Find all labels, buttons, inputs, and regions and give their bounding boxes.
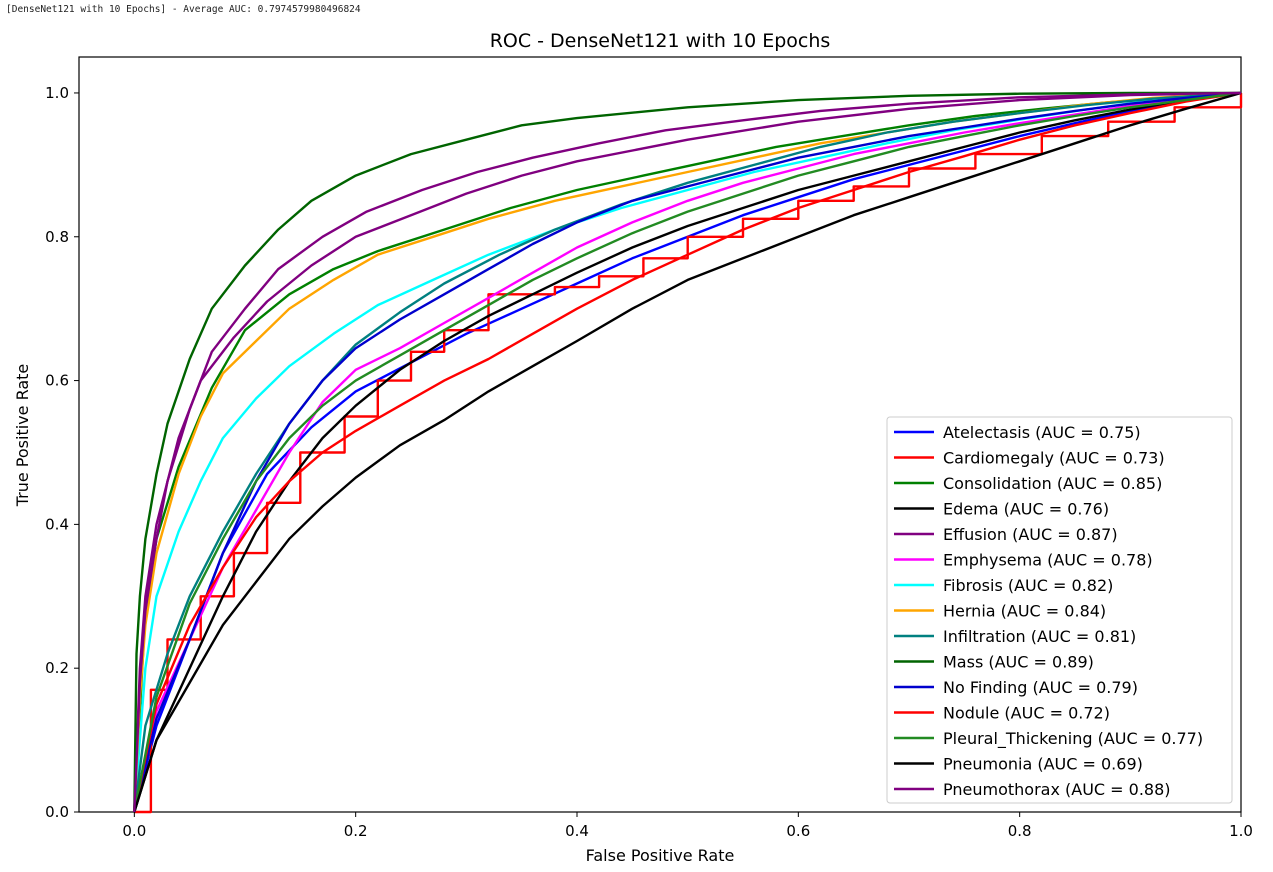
x-axis-label: False Positive Rate — [586, 846, 735, 865]
roc-curve-4 — [133, 91, 1242, 813]
legend-label: Mass (AUC = 0.89) — [943, 653, 1094, 672]
legend-label: Emphysema (AUC = 0.78) — [943, 551, 1153, 570]
legend-label: Nodule (AUC = 0.72) — [943, 704, 1110, 723]
roc-curve-11 — [133, 91, 1242, 813]
y-tick-label: 0.8 — [45, 228, 69, 246]
legend-label: Pleural_Thickening (AUC = 0.77) — [943, 729, 1203, 749]
y-tick-label: 0.2 — [45, 659, 69, 677]
legend-frame — [886, 416, 1233, 804]
roc-curve-5 — [133, 91, 1242, 813]
y-tick-label: 0.4 — [45, 515, 69, 533]
roc-curve-3 — [133, 91, 1242, 813]
legend-label: Hernia (AUC = 0.84) — [943, 602, 1106, 621]
legend-label: Cardiomegaly (AUC = 0.73) — [943, 449, 1165, 468]
roc-curve-0 — [133, 91, 1242, 813]
roc-curve-13 — [133, 91, 1242, 813]
legend-label: Edema (AUC = 0.76) — [943, 500, 1109, 519]
x-tick-label: 0.0 — [122, 822, 146, 840]
x-tick-label: 1.0 — [1229, 822, 1253, 840]
x-tick-label: 0.2 — [344, 822, 368, 840]
legend-label: No Finding (AUC = 0.79) — [943, 678, 1138, 697]
y-tick-label: 0.6 — [45, 372, 69, 390]
x-tick-label: 0.4 — [565, 822, 589, 840]
legend-label: Consolidation (AUC = 0.85) — [943, 474, 1162, 493]
roc-curve-8 — [133, 91, 1242, 813]
y-tick-label: 1.0 — [45, 84, 69, 102]
x-tick-label: 0.6 — [786, 822, 810, 840]
axes: 0.0 0.2 0.4 0.6 0.8 1.0 0.0 0.2 0.4 0.6 0.8 1.0 — [45, 84, 1253, 840]
y-tick-label: 0.0 — [45, 803, 69, 821]
roc-curve-14 — [133, 91, 1242, 813]
chart-title: ROC - DenseNet121 with 10 Epochs — [490, 30, 831, 52]
roc-curve-2 — [133, 91, 1242, 813]
roc-curve-9 — [133, 91, 1241, 813]
legend-label: Fibrosis (AUC = 0.82) — [943, 576, 1113, 595]
legend-label: Atelectasis (AUC = 0.75) — [943, 423, 1141, 442]
x-tick-label: 0.8 — [1008, 822, 1032, 840]
legend-label: Infiltration (AUC = 0.81) — [943, 627, 1136, 646]
legend-label: Effusion (AUC = 0.87) — [943, 525, 1118, 544]
output-log: [DenseNet121 with 10 Epochs] - Average A… — [6, 4, 361, 15]
legend-label: Pneumothorax (AUC = 0.88) — [943, 780, 1171, 799]
y-axis-label: True Positive Rate — [13, 364, 32, 508]
roc-curve-12 — [133, 91, 1242, 813]
legend-label: Pneumonia (AUC = 0.69) — [943, 755, 1143, 774]
roc-curves — [133, 91, 1243, 814]
legend: Atelectasis (AUC = 0.75) Cardiomegaly (AU… — [886, 416, 1233, 804]
